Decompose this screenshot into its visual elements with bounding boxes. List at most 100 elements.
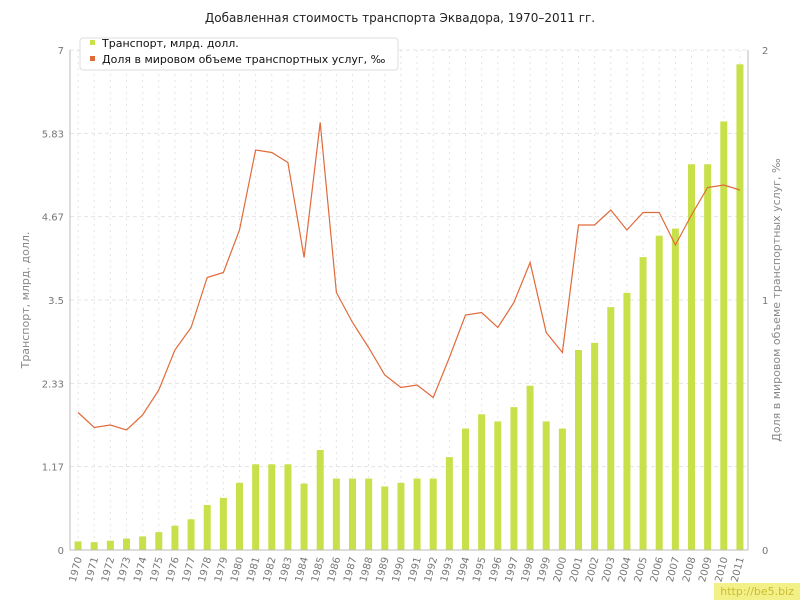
x-tick-label: 2000 [552, 556, 569, 583]
bar [187, 519, 195, 550]
bar [623, 292, 631, 550]
bar [300, 483, 308, 550]
x-tick-label: 1970 [68, 556, 85, 583]
bar [123, 538, 130, 550]
x-tick-label: 2007 [665, 556, 682, 583]
right-tick-label: 1 [762, 296, 768, 307]
bar [397, 482, 405, 550]
bar [219, 497, 227, 550]
x-tick-label: 1999 [536, 556, 553, 583]
bar [575, 350, 582, 550]
x-tick-label: 1986 [326, 556, 343, 583]
x-tick-label: 1985 [310, 556, 327, 583]
bar [478, 414, 486, 550]
bar [736, 64, 744, 551]
x-tick-label: 1989 [374, 556, 391, 583]
x-tick-label: 2011 [730, 556, 747, 583]
bar [74, 541, 82, 550]
bar [316, 450, 324, 550]
x-axis-ticks: 1970197119721973197419751976197719781979… [68, 556, 747, 583]
bar [90, 542, 98, 550]
bar [462, 428, 469, 550]
bar [510, 407, 518, 550]
right-tick-label: 2 [762, 46, 768, 57]
x-tick-label: 2003 [600, 556, 617, 583]
x-tick-label: 1990 [391, 556, 408, 583]
bar [494, 421, 502, 550]
bar [704, 164, 712, 551]
x-tick-label: 1977 [181, 556, 198, 583]
bar [365, 478, 373, 550]
bar [252, 464, 260, 550]
x-tick-label: 1997 [504, 556, 521, 583]
x-tick-label: 1991 [407, 556, 424, 583]
bar [171, 525, 179, 550]
bar [688, 164, 695, 551]
x-tick-label: 1971 [84, 556, 101, 583]
legend-swatch-line [90, 56, 95, 61]
bar [639, 257, 647, 550]
bar [284, 464, 292, 550]
left-tick-label: 3.5 [48, 296, 64, 307]
x-tick-label: 1980 [229, 556, 246, 583]
x-tick-label: 1984 [294, 556, 311, 583]
x-tick-label: 1972 [100, 556, 117, 583]
watermark: http://be5.biz [714, 583, 800, 600]
x-tick-label: 2001 [568, 556, 585, 583]
chart-title: Добавленная стоимость транспорта Эквадор… [205, 11, 595, 25]
x-tick-label: 1975 [148, 556, 165, 583]
x-tick-label: 2002 [584, 556, 601, 583]
x-tick-label: 1978 [197, 556, 214, 583]
bar [671, 228, 679, 551]
legend-box [79, 37, 399, 71]
x-tick-label: 1996 [487, 556, 504, 583]
line-series [77, 122, 741, 431]
x-tick-label: 2010 [713, 556, 730, 583]
bar [558, 428, 566, 550]
bar [591, 342, 599, 550]
x-tick-label: 1987 [342, 556, 359, 583]
bar [139, 536, 147, 550]
bar [526, 385, 534, 550]
bar [413, 478, 421, 550]
x-tick-label: 1998 [520, 556, 537, 583]
legend-swatch-bar [90, 40, 95, 45]
bar [720, 121, 728, 550]
x-tick-label: 2005 [633, 556, 650, 583]
bar [655, 235, 663, 550]
bar [203, 505, 211, 550]
right-axis-label: Доля в мировом объеме транспортных услуг… [770, 158, 783, 442]
right-tick-label: 0 [762, 546, 768, 557]
x-tick-label: 1988 [358, 556, 375, 583]
left-tick-label: 5.83 [42, 129, 64, 140]
x-tick-label: 2006 [649, 556, 666, 583]
x-tick-label: 2004 [617, 556, 634, 583]
legend: Транспорт, млрд. долл. Доля в мировом об… [79, 37, 399, 71]
bar [381, 486, 389, 550]
x-tick-label: 1982 [261, 556, 278, 583]
x-tick-label: 1994 [455, 556, 472, 583]
x-tick-label: 1976 [165, 556, 182, 583]
x-tick-label: 2008 [681, 556, 698, 583]
bar [236, 482, 243, 550]
x-tick-label: 1981 [245, 556, 262, 583]
left-tick-label: 4.67 [42, 213, 64, 224]
axes [69, 50, 749, 551]
bar [332, 478, 340, 550]
left-axis-ticks: 0 1.17 2.33 3.5 4.67 5.83 7 [42, 46, 64, 557]
bar [542, 421, 550, 550]
bar [268, 464, 276, 550]
bar [429, 478, 437, 550]
x-tick-label: 1979 [213, 556, 230, 583]
left-tick-label: 0 [58, 546, 64, 557]
x-tick-label: 2009 [697, 556, 714, 583]
bar [106, 540, 114, 550]
left-tick-label: 2.33 [42, 379, 64, 390]
legend-item-bar: Транспорт, млрд. долл. [101, 37, 239, 50]
left-axis-label: Транспорт, млрд. долл. [19, 232, 32, 370]
legend-item-line: Доля в мировом объеме транспортных услуг… [102, 53, 386, 66]
x-tick-label: 1993 [439, 556, 456, 583]
left-tick-label: 7 [58, 46, 64, 57]
bar [155, 532, 163, 550]
